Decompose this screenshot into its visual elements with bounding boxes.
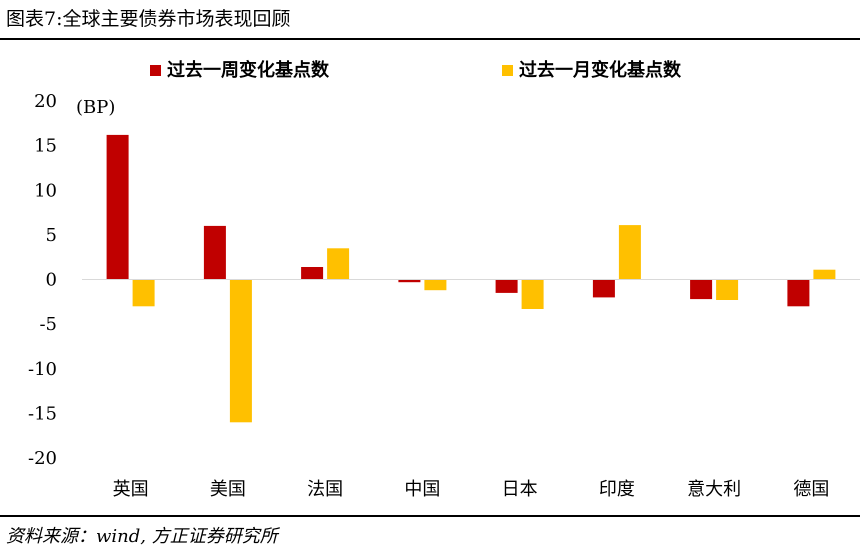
y-tick-label: -15 xyxy=(28,403,57,424)
legend-swatch-1 xyxy=(150,65,161,76)
legend-label-1: 过去一周变化基点数 xyxy=(167,59,330,81)
bar-month-7 xyxy=(716,279,739,300)
source-note: 资料来源：wind, 方正证券研究所 xyxy=(6,526,278,547)
y-tick-label: 15 xyxy=(34,136,57,157)
y-tick-label: 0 xyxy=(46,270,57,291)
bar-month-6 xyxy=(618,225,641,280)
x-tick-label: 德国 xyxy=(793,479,829,500)
legend-swatch-2 xyxy=(502,65,513,76)
legend-label-2: 过去一月变化基点数 xyxy=(519,59,682,81)
y-tick-label: -5 xyxy=(39,314,57,335)
bar-month-5 xyxy=(521,279,544,309)
y-unit-label: (BP) xyxy=(76,97,115,118)
y-tick-label: 20 xyxy=(34,91,57,112)
y-tick-label: -10 xyxy=(28,359,57,380)
bar-month-8 xyxy=(813,269,836,280)
x-tick-label: 法国 xyxy=(307,479,343,500)
x-tick-label: 中国 xyxy=(404,479,440,500)
y-tick-label: 5 xyxy=(46,225,57,246)
bar-month-2 xyxy=(229,279,252,423)
y-tick-label: -20 xyxy=(28,448,57,469)
bar-week-3 xyxy=(301,267,324,280)
x-tick-label: 日本 xyxy=(502,479,538,500)
x-tick-label: 意大利 xyxy=(687,479,741,500)
bar-week-2 xyxy=(203,225,226,280)
bar-week-1 xyxy=(106,134,129,280)
bottom-rule xyxy=(0,515,860,517)
bar-week-7 xyxy=(690,279,713,300)
bar-chart: 过去一周变化基点数 过去一月变化基点数 (BP) 20 15 10 5 0 -5 -10 -15 -2… xyxy=(28,59,860,500)
x-tick-label: 英国 xyxy=(113,479,149,500)
x-tick-label: 美国 xyxy=(210,479,246,500)
bar-week-4 xyxy=(398,279,421,283)
bar-week-6 xyxy=(592,279,615,298)
top-rule xyxy=(0,38,860,40)
figure-title: 图表7:全球主要债券市场表现回顾 xyxy=(6,8,291,30)
bar-month-4 xyxy=(424,279,447,291)
x-tick-label: 印度 xyxy=(599,479,635,500)
bar-week-5 xyxy=(495,279,518,293)
bar-week-8 xyxy=(787,279,810,307)
bar-month-3 xyxy=(327,248,350,280)
bar-month-1 xyxy=(132,279,155,307)
y-tick-label: 10 xyxy=(34,180,57,201)
